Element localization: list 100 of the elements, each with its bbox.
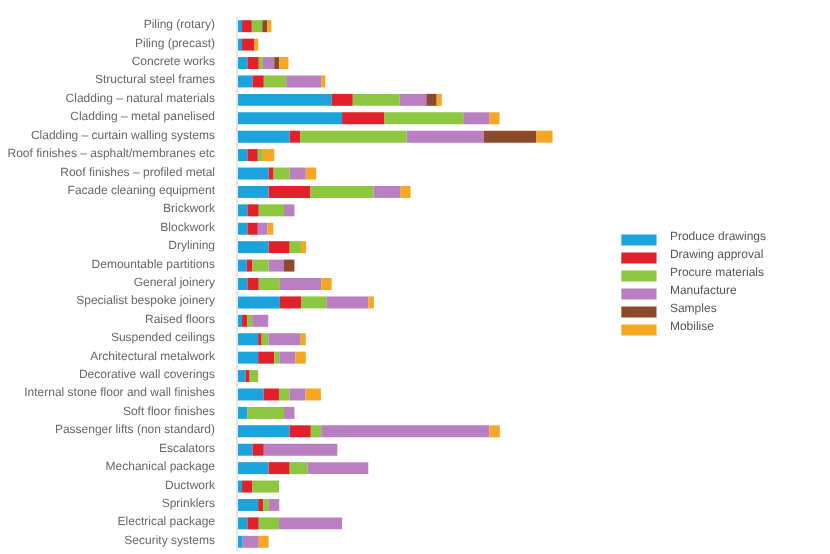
bar <box>331 93 353 106</box>
bar <box>252 75 264 88</box>
bar <box>237 296 280 309</box>
bar <box>284 204 295 217</box>
bar <box>536 130 553 143</box>
bar <box>247 57 259 70</box>
bar <box>483 130 537 143</box>
bar <box>261 333 269 346</box>
bar <box>247 406 285 419</box>
bar <box>262 20 268 33</box>
bar <box>321 278 332 290</box>
bar <box>237 370 246 383</box>
bar <box>258 278 280 290</box>
bar <box>258 351 275 364</box>
bar <box>268 462 290 475</box>
bar <box>289 388 306 401</box>
bar <box>279 296 302 309</box>
bar <box>268 498 280 511</box>
bar <box>310 185 374 198</box>
bar <box>247 222 258 235</box>
bar <box>262 57 275 70</box>
bar <box>342 112 385 125</box>
bar <box>237 443 253 456</box>
bar <box>268 167 274 180</box>
bar <box>406 130 484 143</box>
bar <box>237 185 269 198</box>
bar <box>326 296 369 309</box>
bar <box>426 93 437 106</box>
bar <box>242 38 255 51</box>
bar <box>263 498 269 511</box>
bar <box>279 278 322 290</box>
bar <box>237 351 259 364</box>
bar <box>247 314 253 327</box>
bar <box>258 517 279 530</box>
bar <box>258 498 264 511</box>
bar <box>368 296 374 309</box>
bar <box>237 75 253 88</box>
bar <box>352 93 400 106</box>
bar <box>247 278 259 290</box>
bar <box>373 185 401 198</box>
bar <box>257 149 263 162</box>
bar <box>237 130 290 143</box>
bar <box>252 314 269 327</box>
bar <box>237 167 269 180</box>
bar <box>289 462 308 475</box>
bar <box>300 333 306 346</box>
bar <box>273 167 290 180</box>
bar <box>310 425 322 438</box>
bar <box>278 517 343 530</box>
bar <box>252 443 264 456</box>
bar <box>237 333 259 346</box>
bar <box>237 259 247 272</box>
bar <box>257 222 268 235</box>
bar <box>242 20 252 33</box>
bar <box>384 112 464 125</box>
bar <box>321 425 490 438</box>
bar <box>237 462 269 475</box>
bar <box>284 406 295 419</box>
bar <box>249 370 259 383</box>
bar <box>305 167 317 180</box>
bar <box>305 388 321 401</box>
bar <box>252 480 279 493</box>
bar <box>262 149 275 162</box>
bar <box>263 388 279 401</box>
bar <box>242 535 259 548</box>
bar <box>489 112 500 125</box>
bar <box>436 93 442 106</box>
bar <box>247 204 259 217</box>
bar <box>237 498 259 511</box>
bar <box>278 388 290 401</box>
bar <box>489 425 500 438</box>
bar <box>301 296 327 309</box>
bar <box>251 20 263 33</box>
bar <box>237 241 269 254</box>
bar <box>268 333 301 346</box>
bar <box>237 425 290 438</box>
bar <box>237 93 332 106</box>
bar <box>263 75 287 88</box>
bar <box>289 167 306 180</box>
bar <box>258 204 285 217</box>
bar <box>268 185 311 198</box>
bar <box>242 314 248 327</box>
bar <box>242 480 253 493</box>
bar <box>237 112 343 125</box>
bar <box>284 259 295 272</box>
bar <box>247 149 258 162</box>
bar <box>237 388 264 401</box>
bar <box>268 259 285 272</box>
bar <box>279 351 296 364</box>
bar <box>258 535 269 548</box>
bar <box>289 425 311 438</box>
bar <box>289 241 302 254</box>
bar <box>463 112 490 125</box>
bar <box>274 351 280 364</box>
bar <box>399 93 427 106</box>
bar <box>300 130 407 143</box>
bar <box>252 259 269 272</box>
bar <box>289 130 301 143</box>
bar <box>247 517 259 530</box>
bar <box>301 241 307 254</box>
